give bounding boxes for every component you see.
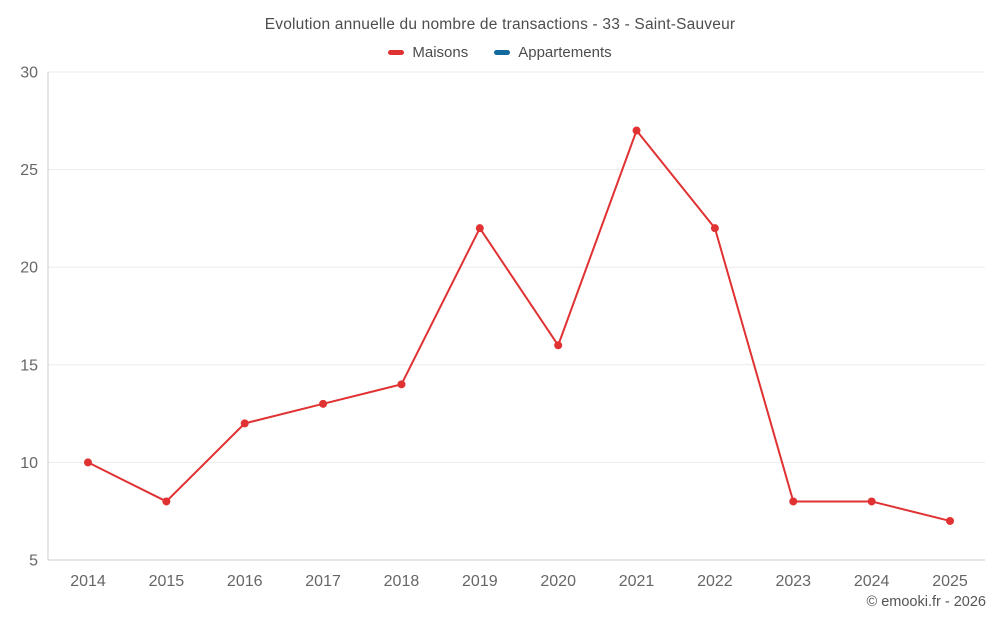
legend-label-appartements: Appartements [518,44,612,61]
data-point-maisons-2023[interactable] [789,497,798,506]
maisons-line [87,129,951,522]
x-tick-label-2015: 2015 [149,573,185,590]
x-tick-label-2017: 2017 [305,573,341,590]
maisons-swatch-icon [388,50,405,55]
data-point-maisons-2014[interactable] [84,458,92,467]
x-tick-label-2014: 2014 [70,573,106,590]
legend: Maisons Appartements [0,44,1000,61]
legend-label-maisons: Maisons [412,44,469,61]
copyright-watermark: © emooki.fr - 2026 [866,594,986,610]
y-tick-label-5: 5 [29,553,38,570]
data-point-maisons-2022[interactable] [710,224,719,233]
data-point-maisons-2015[interactable] [162,497,171,506]
y-tick-label-25: 25 [20,162,38,179]
data-point-maisons-2017[interactable] [319,399,328,408]
x-tick-label-2022: 2022 [697,573,733,590]
x-tick-label-2025: 2025 [932,573,968,590]
appartements-swatch-icon [494,50,511,55]
data-point-maisons-2020[interactable] [554,341,563,350]
x-tick-label-2024: 2024 [854,573,890,590]
data-point-maisons-2016[interactable] [240,419,249,428]
y-tick-label-20: 20 [20,260,38,277]
data-point-maisons-2018[interactable] [397,380,406,389]
x-tick-label-2020: 2020 [540,573,576,590]
x-tick-label-2023: 2023 [775,573,811,590]
y-tick-label-15: 15 [20,357,38,374]
y-tick-label-30: 30 [20,65,38,82]
y-tick-label-10: 10 [20,455,38,472]
data-point-maisons-2021[interactable] [632,126,641,135]
data-point-maisons-2019[interactable] [475,224,484,233]
chart-title: Evolution annuelle du nombre de transact… [264,16,736,33]
x-tick-label-2019: 2019 [462,573,498,590]
data-point-maisons-2025[interactable] [946,516,954,525]
legend-item-appartements[interactable]: Appartements [494,44,612,61]
x-tick-label-2021: 2021 [619,573,655,590]
x-tick-label-2016: 2016 [227,573,263,590]
x-tick-label-2018: 2018 [384,573,420,590]
legend-item-maisons[interactable]: Maisons [388,44,468,61]
data-point-maisons-2024[interactable] [867,497,876,506]
